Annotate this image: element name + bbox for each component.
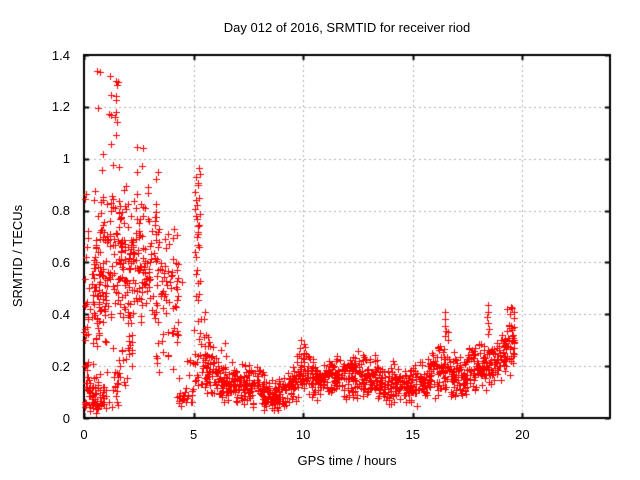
y-tick-label: 0.6: [51, 254, 70, 270]
x-axis-label: GPS time / hours: [297, 453, 397, 468]
y-tick-label: 1.4: [51, 47, 70, 63]
x-tick-label: 5: [189, 427, 198, 442]
y-tick-label: 1: [62, 151, 70, 167]
x-tick-label: 15: [405, 427, 420, 442]
y-tick-label: 1.2: [51, 99, 70, 115]
x-tick-label: 20: [515, 427, 530, 442]
y-tick-label: 0.4: [51, 306, 70, 322]
y-tick-label: 0.2: [51, 358, 70, 374]
x-tick-label: 0: [80, 427, 88, 442]
y-tick-label: 0.8: [51, 203, 70, 219]
x-tick-label: 10: [295, 427, 311, 442]
chart-title: Day 012 of 2016, SRMTID for receiver rio…: [223, 20, 471, 35]
y-tick-label: 0: [62, 410, 70, 426]
